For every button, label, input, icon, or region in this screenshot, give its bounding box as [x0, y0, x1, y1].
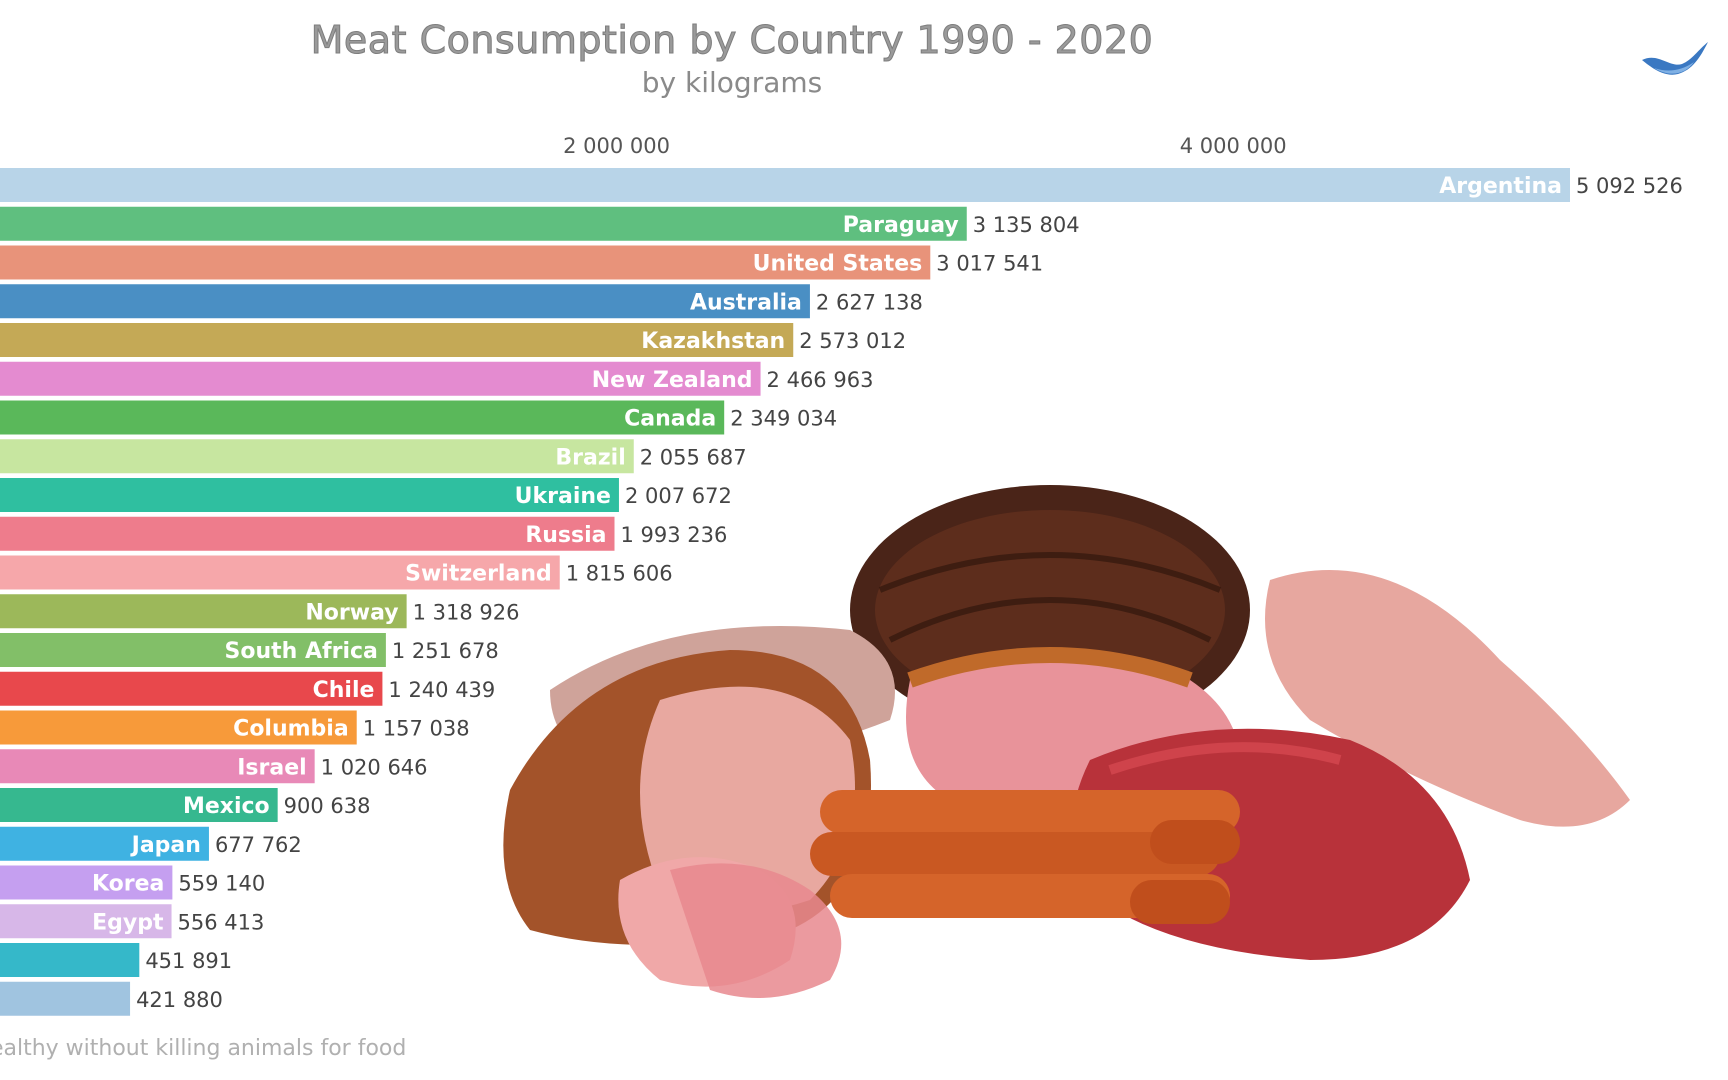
bar-label: New Zealand — [592, 368, 753, 393]
bar-value-label: 3 135 804 — [973, 213, 1080, 237]
bar-label: Argentina — [1439, 174, 1562, 199]
bar — [0, 594, 407, 629]
bar — [0, 516, 615, 551]
bar-value-label: 1 240 439 — [388, 678, 495, 702]
meat-illustration — [503, 485, 1630, 998]
bars: Argentina 5 092 526 Paraguay 3 135 804 Unite… — [0, 168, 1683, 1016]
bar-label: Norway — [305, 600, 398, 625]
bar-label: Paraguay — [843, 213, 959, 238]
bar-value-label: 2 466 963 — [767, 368, 874, 392]
footer-text: healthy without killing animals for food — [0, 1036, 407, 1061]
bar — [0, 749, 315, 784]
bar — [0, 168, 1570, 202]
bar-label: Ukraine — [515, 484, 611, 509]
bar — [0, 555, 560, 590]
bar-label: Russia — [525, 523, 606, 548]
bar-label: Mexico — [183, 794, 270, 819]
bar-value-label: 1 318 926 — [413, 600, 520, 624]
bar-value-label: 1 020 646 — [321, 755, 428, 779]
bar — [0, 245, 931, 280]
bar — [0, 361, 761, 396]
bar — [0, 439, 634, 474]
bar — [0, 788, 278, 822]
bar — [0, 323, 794, 357]
bar-label: Australia — [690, 290, 802, 315]
bar — [0, 943, 140, 977]
bar — [0, 478, 619, 512]
bar-value-label: 2 627 138 — [816, 290, 923, 314]
bar-value-label: 451 891 — [145, 949, 232, 973]
bar-label: Switzerland — [405, 562, 552, 587]
bar — [0, 826, 209, 861]
x-tick-label: 4 000 000 — [1180, 134, 1287, 158]
chart-title: Meat Consumption by Country 1990 - 2020 — [310, 18, 1154, 63]
bar — [0, 710, 357, 745]
bar — [0, 400, 725, 435]
bar-label: Kazakhstan — [641, 329, 785, 354]
bar-label: Israel — [237, 755, 306, 780]
bar-label: South Africa — [225, 639, 378, 664]
bar-value-label: 677 762 — [215, 833, 302, 857]
bar-value-label: 1 251 678 — [392, 639, 499, 663]
bird-logo-icon — [1642, 42, 1708, 75]
x-axis-ticks: 2 000 000 4 000 000 — [563, 134, 1286, 158]
bar-value-label: 900 638 — [284, 794, 371, 818]
bar-value-label: 421 880 — [136, 988, 223, 1012]
bar-label: Columbia — [233, 717, 349, 742]
bar-value-label: 2 007 672 — [625, 484, 732, 508]
bar — [0, 865, 173, 900]
bar-value-label: 3 017 541 — [936, 252, 1043, 276]
bar-label: Chile — [313, 678, 375, 703]
bar — [0, 981, 131, 1016]
bar-label: Egypt — [92, 910, 164, 935]
chart-subtitle: by kilograms — [641, 66, 823, 99]
bar — [0, 671, 383, 706]
bar-value-label: 1 157 038 — [363, 717, 470, 741]
bar-value-label: 1 993 236 — [621, 523, 728, 547]
bar — [0, 904, 172, 939]
bar-value-label: 2 573 012 — [799, 329, 906, 353]
bar-value-label: 556 413 — [178, 910, 265, 934]
bar-label: Korea — [92, 872, 164, 897]
bar — [0, 284, 810, 319]
bar — [0, 633, 386, 667]
bar-value-label: 559 140 — [178, 872, 265, 896]
bar-label: Canada — [624, 407, 716, 432]
bar-label: United States — [753, 252, 923, 277]
bar-value-label: 5 092 526 — [1576, 174, 1683, 198]
bar-label: Brazil — [555, 445, 625, 470]
bar-value-label: 2 349 034 — [730, 407, 837, 431]
bar — [0, 206, 967, 241]
bar-value-label: 2 055 687 — [640, 445, 747, 469]
bar-label: Japan — [130, 833, 201, 858]
bar-value-label: 1 815 606 — [566, 562, 673, 586]
x-tick-label: 2 000 000 — [563, 134, 670, 158]
